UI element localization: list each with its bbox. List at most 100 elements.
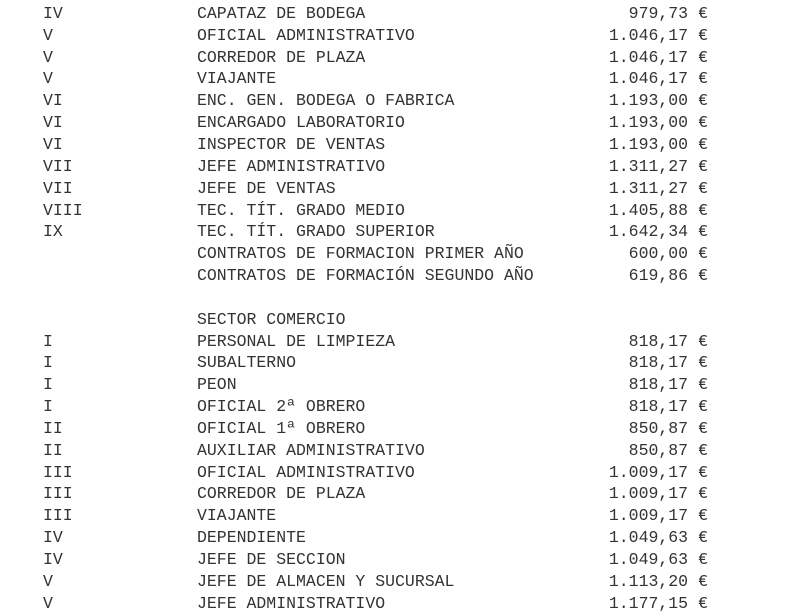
job-title-cell: TEC. TÍT. GRADO SUPERIOR bbox=[197, 222, 435, 242]
job-title-cell: TEC. TÍT. GRADO MEDIO bbox=[197, 200, 405, 220]
amount-cell: 979,73 € bbox=[629, 3, 708, 25]
job-title-cell: JEFE ADMINISTRATIVO bbox=[197, 156, 386, 176]
amount-value: 818,17 bbox=[628, 375, 689, 395]
table-row: V VIAJANTE 1.046,17 € bbox=[0, 68, 788, 90]
amount-value: 619,86 bbox=[628, 266, 689, 286]
amount-cell: 818,17 € bbox=[629, 352, 708, 374]
job-title-cell: CAPATAZ DE BODEGA bbox=[197, 3, 366, 23]
table-row: CONTRATOS DE FORMACION PRIMER AÑO 600,00 € bbox=[0, 243, 788, 265]
table-row: IV JEFE DE SECCION 1.049,63 € bbox=[0, 549, 788, 571]
job-title-cell: JEFE DE VENTAS bbox=[197, 178, 336, 198]
job-title-cell: INSPECTOR DE VENTAS bbox=[197, 134, 386, 154]
job-title-cell: ENCARGADO LABORATORIO bbox=[197, 113, 405, 133]
amount-value: 1.009,17 bbox=[608, 462, 689, 482]
job-title-cell: PERSONAL DE LIMPIEZA bbox=[197, 331, 396, 351]
job-title-cell: OFICIAL ADMINISTRATIVO bbox=[197, 25, 415, 45]
amount-cell: 1.009,17 € bbox=[609, 461, 708, 483]
category-cell: II bbox=[43, 418, 63, 438]
section-heading-row: SECTOR COMERCIO bbox=[0, 308, 788, 330]
amount-cell: 1.311,27 € bbox=[609, 177, 708, 199]
category-cell: V bbox=[43, 571, 53, 591]
amount-value: 818,17 bbox=[628, 397, 689, 417]
amount-cell: 1.193,00 € bbox=[609, 112, 708, 134]
amount-cell: 1.113,20 € bbox=[609, 570, 708, 592]
table-row: III OFICIAL ADMINISTRATIVO 1.009,17 € bbox=[0, 461, 788, 483]
category-cell: III bbox=[43, 484, 73, 504]
amount-cell: 1.642,34 € bbox=[609, 221, 708, 243]
salary-section: IV CAPATAZ DE BODEGA 979,73 € V OFICIAL ADMIN… bbox=[0, 3, 788, 287]
amount-cell: 1.046,17 € bbox=[609, 24, 708, 46]
table-row: IV CAPATAZ DE BODEGA 979,73 € bbox=[0, 3, 788, 25]
category-cell: I bbox=[43, 331, 53, 351]
euro-sign: € bbox=[698, 528, 708, 548]
table-row: IV DEPENDIENTE 1.049,63 € bbox=[0, 527, 788, 549]
euro-sign: € bbox=[698, 418, 708, 438]
euro-sign: € bbox=[698, 69, 708, 89]
euro-sign: € bbox=[698, 462, 708, 482]
table-row: CONTRATOS DE FORMACIÓN SEGUNDO AÑO 619,86… bbox=[0, 265, 788, 287]
euro-sign: € bbox=[698, 484, 708, 504]
job-title-cell: CONTRATOS DE FORMACION PRIMER AÑO bbox=[197, 244, 524, 264]
amount-cell: 1.049,63 € bbox=[609, 549, 708, 571]
category-cell: V bbox=[43, 69, 53, 89]
category-cell: V bbox=[43, 47, 53, 67]
category-cell: I bbox=[43, 397, 53, 417]
table-row: I PEON 818,17 € bbox=[0, 374, 788, 396]
table-row: II OFICIAL 1ª OBRERO 850,87 € bbox=[0, 418, 788, 440]
amount-value: 1.311,27 bbox=[608, 156, 689, 176]
section-heading-label: SECTOR COMERCIO bbox=[197, 309, 346, 329]
amount-cell: 818,17 € bbox=[629, 330, 708, 352]
euro-sign: € bbox=[698, 25, 708, 45]
amount-cell: 1.046,17 € bbox=[609, 46, 708, 68]
amount-cell: 818,17 € bbox=[629, 374, 708, 396]
category-cell: VI bbox=[43, 134, 63, 154]
category-cell: III bbox=[43, 462, 73, 482]
job-title-cell: JEFE DE ALMACEN Y SUCURSAL bbox=[197, 571, 455, 591]
euro-sign: € bbox=[698, 47, 708, 67]
amount-value: 1.405,88 bbox=[608, 200, 689, 220]
job-title-cell: PEON bbox=[197, 375, 237, 395]
amount-value: 1.193,00 bbox=[608, 113, 689, 133]
euro-sign: € bbox=[698, 353, 708, 373]
euro-sign: € bbox=[698, 331, 708, 351]
euro-sign: € bbox=[698, 375, 708, 395]
job-title-cell: DEPENDIENTE bbox=[197, 528, 306, 548]
category-cell: II bbox=[43, 440, 63, 460]
amount-value: 979,73 bbox=[628, 3, 689, 23]
job-title-cell: VIAJANTE bbox=[197, 506, 277, 526]
euro-sign: € bbox=[698, 571, 708, 591]
job-title-cell: OFICIAL 1ª OBRERO bbox=[197, 418, 366, 438]
amount-cell: 1.405,88 € bbox=[609, 199, 708, 221]
amount-value: 1.009,17 bbox=[608, 484, 689, 504]
table-row: V CORREDOR DE PLAZA 1.046,17 € bbox=[0, 46, 788, 68]
job-title-cell: OFICIAL ADMINISTRATIVO bbox=[197, 462, 415, 482]
amount-value: 1.049,63 bbox=[608, 528, 689, 548]
table-row: VI ENC. GEN. BODEGA O FABRICA 1.193,00 € bbox=[0, 90, 788, 112]
job-title-cell: VIAJANTE bbox=[197, 69, 277, 89]
amount-value: 1.177,15 bbox=[608, 593, 689, 613]
job-title-cell: JEFE ADMINISTRATIVO bbox=[197, 593, 386, 613]
category-cell: IV bbox=[43, 550, 63, 570]
job-title-cell: AUXILIAR ADMINISTRATIVO bbox=[197, 440, 425, 460]
table-row: VIII TEC. TÍT. GRADO MEDIO 1.405,88 € bbox=[0, 199, 788, 221]
salary-section: SECTOR COMERCIO I PERSONAL DE LIMPIEZA 818,… bbox=[0, 308, 788, 614]
category-cell: III bbox=[43, 506, 73, 526]
table-row: III CORREDOR DE PLAZA 1.009,17 € bbox=[0, 483, 788, 505]
euro-sign: € bbox=[698, 3, 708, 23]
euro-sign: € bbox=[698, 593, 708, 613]
amount-cell: 850,87 € bbox=[629, 418, 708, 440]
amount-cell: 1.177,15 € bbox=[609, 592, 708, 614]
euro-sign: € bbox=[698, 178, 708, 198]
amount-cell: 1.009,17 € bbox=[609, 505, 708, 527]
category-cell: VIII bbox=[43, 200, 83, 220]
table-row: I PERSONAL DE LIMPIEZA 818,17 € bbox=[0, 330, 788, 352]
amount-cell: 850,87 € bbox=[629, 439, 708, 461]
category-cell: IV bbox=[43, 528, 63, 548]
table-row: VII JEFE ADMINISTRATIVO 1.311,27 € bbox=[0, 155, 788, 177]
euro-sign: € bbox=[698, 397, 708, 417]
amount-value: 1.049,63 bbox=[608, 550, 689, 570]
amount-cell: 1.049,63 € bbox=[609, 527, 708, 549]
table-row: I OFICIAL 2ª OBRERO 818,17 € bbox=[0, 396, 788, 418]
amount-value: 818,17 bbox=[628, 353, 689, 373]
category-cell: IX bbox=[43, 222, 63, 242]
